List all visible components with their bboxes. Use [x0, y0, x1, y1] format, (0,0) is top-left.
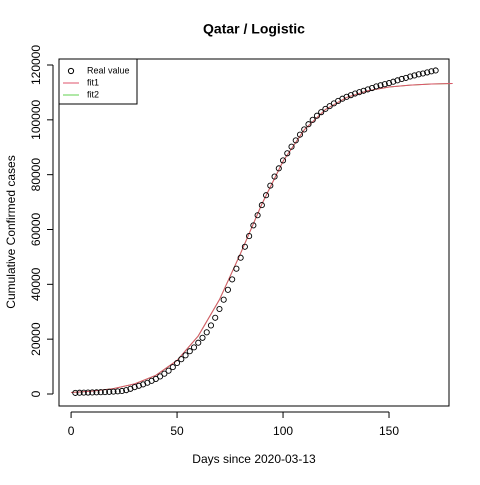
data-point	[250, 222, 257, 229]
legend-box	[58, 58, 138, 105]
data-point	[178, 356, 185, 363]
data-point	[385, 80, 393, 87]
data-point	[352, 90, 359, 97]
data-point	[118, 387, 126, 395]
data-point	[419, 70, 426, 77]
data-point	[284, 150, 291, 157]
legend-label: fit2	[87, 89, 99, 99]
data-point	[377, 82, 384, 89]
data-point	[84, 389, 92, 396]
legend-symbol	[67, 67, 75, 75]
x-axis-label: Days since 2020-03-13	[192, 452, 316, 466]
data-point	[186, 348, 193, 355]
chart-title: Qatar / Logistic	[203, 21, 305, 37]
data-point	[182, 352, 189, 359]
data-point	[360, 87, 367, 94]
data-point	[373, 83, 380, 90]
data-point	[305, 121, 312, 128]
data-point	[203, 329, 210, 336]
data-point	[93, 389, 100, 396]
x-tick-label: 100	[273, 424, 293, 438]
data-point	[131, 384, 138, 391]
data-point	[190, 344, 198, 351]
data-point	[415, 71, 422, 78]
data-point	[207, 322, 215, 329]
data-point	[313, 112, 321, 119]
data-point	[254, 212, 261, 219]
data-point	[123, 387, 130, 394]
data-point	[161, 370, 168, 377]
data-point	[411, 72, 418, 79]
y-axis-label: Cumulative Confirmed cases	[4, 155, 18, 308]
data-point	[229, 276, 236, 283]
y-tick-label: 120000	[29, 45, 43, 85]
fit-line	[71, 82, 453, 393]
data-point	[216, 305, 223, 313]
data-point	[263, 192, 270, 199]
data-point	[356, 89, 363, 96]
data-point	[220, 296, 227, 303]
data-point	[424, 69, 431, 76]
data-point	[390, 78, 397, 85]
legend-label: Real value	[87, 65, 130, 75]
data-point	[157, 373, 164, 380]
y-tick-label: 20000	[29, 322, 43, 356]
data-point	[322, 105, 329, 112]
data-point	[301, 126, 308, 133]
data-point	[394, 77, 401, 84]
data-point	[381, 81, 388, 88]
data-point	[318, 109, 325, 116]
x-tick-label: 0	[68, 424, 75, 438]
data-point	[267, 182, 274, 189]
data-point	[258, 202, 265, 209]
data-point	[72, 389, 79, 396]
data-point	[275, 165, 282, 172]
data-point	[199, 334, 206, 341]
data-point	[169, 364, 176, 371]
data-point	[296, 131, 304, 138]
y-tick-label: 60000	[29, 212, 43, 246]
data-point	[241, 243, 248, 250]
y-tick-label: 40000	[29, 267, 43, 301]
data-point	[97, 389, 104, 396]
data-point	[195, 339, 202, 346]
data-point	[135, 382, 142, 389]
data-point	[326, 103, 333, 110]
plot-frame	[58, 58, 450, 407]
data-point	[106, 388, 113, 395]
data-point	[110, 388, 117, 395]
data-point	[89, 389, 96, 396]
y-tick-label: 100000	[29, 99, 43, 139]
data-point	[101, 389, 109, 396]
data-point	[309, 116, 316, 123]
data-point	[246, 233, 253, 240]
data-point	[364, 86, 371, 93]
data-point	[212, 314, 219, 321]
data-point	[428, 68, 435, 75]
y-tick-label: 0	[29, 390, 43, 397]
data-point	[292, 137, 299, 144]
legend-label: fit1	[87, 77, 99, 87]
x-tick-label: 150	[379, 424, 399, 438]
data-point	[76, 389, 83, 396]
data-point	[174, 359, 181, 367]
x-tick-label: 50	[170, 424, 184, 438]
data-point	[80, 389, 87, 396]
data-point	[398, 75, 405, 83]
data-point	[432, 67, 439, 74]
data-point	[224, 286, 231, 293]
data-point	[271, 173, 278, 180]
data-point	[165, 367, 172, 374]
data-point	[288, 143, 295, 150]
data-point	[407, 73, 414, 80]
data-point	[237, 254, 244, 261]
fit-line	[71, 82, 453, 393]
data-point	[114, 388, 121, 395]
data-point	[402, 74, 410, 81]
data-point	[279, 157, 287, 164]
data-point	[233, 265, 240, 272]
y-tick-label: 80000	[29, 158, 43, 192]
